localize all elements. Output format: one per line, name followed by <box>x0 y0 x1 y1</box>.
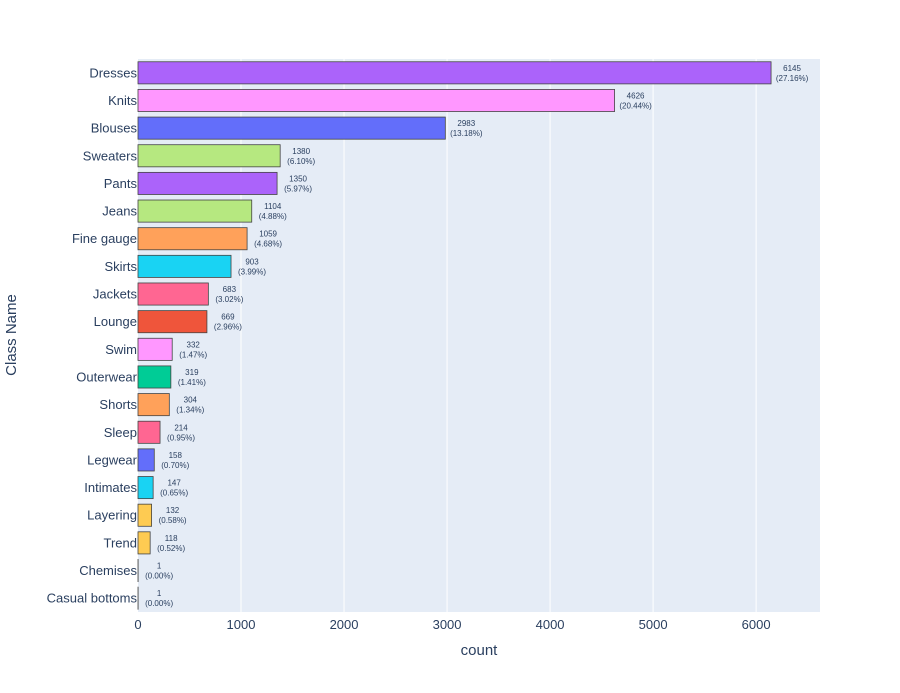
bar-percent-label: (1.41%) <box>178 378 206 387</box>
bar-percent-label: (3.02%) <box>215 295 243 304</box>
bar-jeans <box>137 199 253 223</box>
x-tick-label: 5000 <box>639 617 668 632</box>
x-axis-title: count <box>461 642 499 659</box>
bar-percent-label: (0.70%) <box>161 461 189 470</box>
bar-pants <box>137 171 278 195</box>
bar-percent-label: (27.16%) <box>776 74 809 83</box>
x-tick-label: 2000 <box>330 617 359 632</box>
y-tick-label: Sweaters <box>83 148 138 163</box>
bar-percent-label: (6.10%) <box>287 157 315 166</box>
y-tick-label: Jackets <box>93 287 138 302</box>
y-tick-label: Pants <box>104 176 138 191</box>
y-tick-label: Trend <box>104 535 137 550</box>
y-tick-label: Fine gauge <box>72 231 137 246</box>
y-tick-label: Swim <box>105 342 137 357</box>
bar-layering <box>137 503 152 527</box>
x-tick-label: 1000 <box>227 617 256 632</box>
bar-value-label: 669 <box>221 313 235 322</box>
bar-percent-label: (1.47%) <box>179 350 207 359</box>
bar-percent-label: (0.58%) <box>159 516 187 525</box>
bar-skirts <box>137 254 232 278</box>
bar-value-label: 4626 <box>627 91 645 100</box>
bar-outerwear <box>137 365 172 389</box>
y-tick-label: Blouses <box>91 121 138 136</box>
bar-value-label: 1 <box>157 562 162 571</box>
bar-percent-label: (3.99%) <box>238 267 266 276</box>
x-axis-ticks: 0 1000 2000 3000 4000 5000 6000 <box>134 617 770 632</box>
x-tick-label: 3000 <box>433 617 462 632</box>
bar-percent-label: (0.52%) <box>157 544 185 553</box>
y-tick-label: Dresses <box>89 65 137 80</box>
y-tick-label: Layering <box>87 508 137 523</box>
y-tick-label: Chemises <box>79 563 137 578</box>
bar-value-label: 118 <box>165 534 178 543</box>
bar-value-label: 6145 <box>783 64 801 73</box>
y-axis-ticks: Dresses Knits Blouses Sweaters Pants Jeans Fin… <box>47 65 138 605</box>
bar-value-label: 158 <box>169 451 183 460</box>
x-tick-label: 6000 <box>742 617 771 632</box>
bar-percent-label: (1.34%) <box>176 406 204 415</box>
y-tick-label: Outerwear <box>76 369 137 384</box>
bar-sleep <box>137 420 161 444</box>
bar-value-label: 214 <box>174 423 188 432</box>
bar-value-label: 132 <box>166 506 180 515</box>
y-tick-label: Skirts <box>105 259 138 274</box>
bar-swim <box>137 337 173 361</box>
y-tick-label: Intimates <box>84 480 137 495</box>
bar-lounge <box>137 310 208 334</box>
bar-dresses <box>137 61 772 85</box>
bar-value-label: 1380 <box>292 147 310 156</box>
bar-value-label: 1104 <box>264 202 282 211</box>
bar-sweaters <box>137 144 281 168</box>
bar-jackets <box>137 282 209 306</box>
bar-value-label: 1350 <box>289 174 307 183</box>
bars <box>137 61 772 610</box>
bar-value-label: 332 <box>187 340 201 349</box>
bar-percent-label: (4.68%) <box>254 240 282 249</box>
bar-value-label: 304 <box>184 396 198 405</box>
y-tick-label: Casual bottoms <box>47 591 138 606</box>
bar-percent-label: (5.97%) <box>284 184 312 193</box>
bar-percent-label: (13.18%) <box>450 129 483 138</box>
y-tick-label: Legwear <box>87 452 138 467</box>
bar-percent-label: (2.96%) <box>214 323 242 332</box>
x-tick-label: 0 <box>134 617 141 632</box>
bar-percent-label: (4.88%) <box>259 212 287 221</box>
y-tick-label: Shorts <box>99 397 137 412</box>
bar-legwear <box>137 448 155 472</box>
bar-value-label: 319 <box>185 368 199 377</box>
plot-area <box>138 59 820 612</box>
bar-shorts <box>137 393 170 417</box>
bar-value-label: 903 <box>245 257 259 266</box>
bar-percent-label: (0.65%) <box>160 489 188 498</box>
data-labels: 6145(27.16%) 4626(20.44%) 2983(13.18%) 1380… <box>145 64 809 608</box>
y-tick-label: Jeans <box>102 204 137 219</box>
y-tick-label: Knits <box>108 93 137 108</box>
bar-value-label: 1 <box>157 589 162 598</box>
y-axis-title: Class Name <box>3 294 20 376</box>
bar-percent-label: (0.00%) <box>145 572 173 581</box>
y-tick-label: Sleep <box>104 425 137 440</box>
bar-value-label: 1059 <box>259 230 277 239</box>
bar-value-label: 147 <box>167 479 181 488</box>
bar-blouses <box>137 116 446 140</box>
bar-value-label: 2983 <box>457 119 475 128</box>
bar-percent-label: (20.44%) <box>619 101 652 110</box>
bar-percent-label: (0.00%) <box>145 599 173 608</box>
gridlines <box>240 59 757 612</box>
bar-knits <box>137 89 615 112</box>
bar-fine-gauge <box>137 227 248 251</box>
bar-percent-label: (0.95%) <box>167 433 195 442</box>
bar-value-label: 683 <box>223 285 237 294</box>
y-tick-label: Lounge <box>94 314 137 329</box>
bar-trend <box>137 531 151 555</box>
bar-intimates <box>137 476 154 500</box>
x-tick-label: 4000 <box>536 617 565 632</box>
